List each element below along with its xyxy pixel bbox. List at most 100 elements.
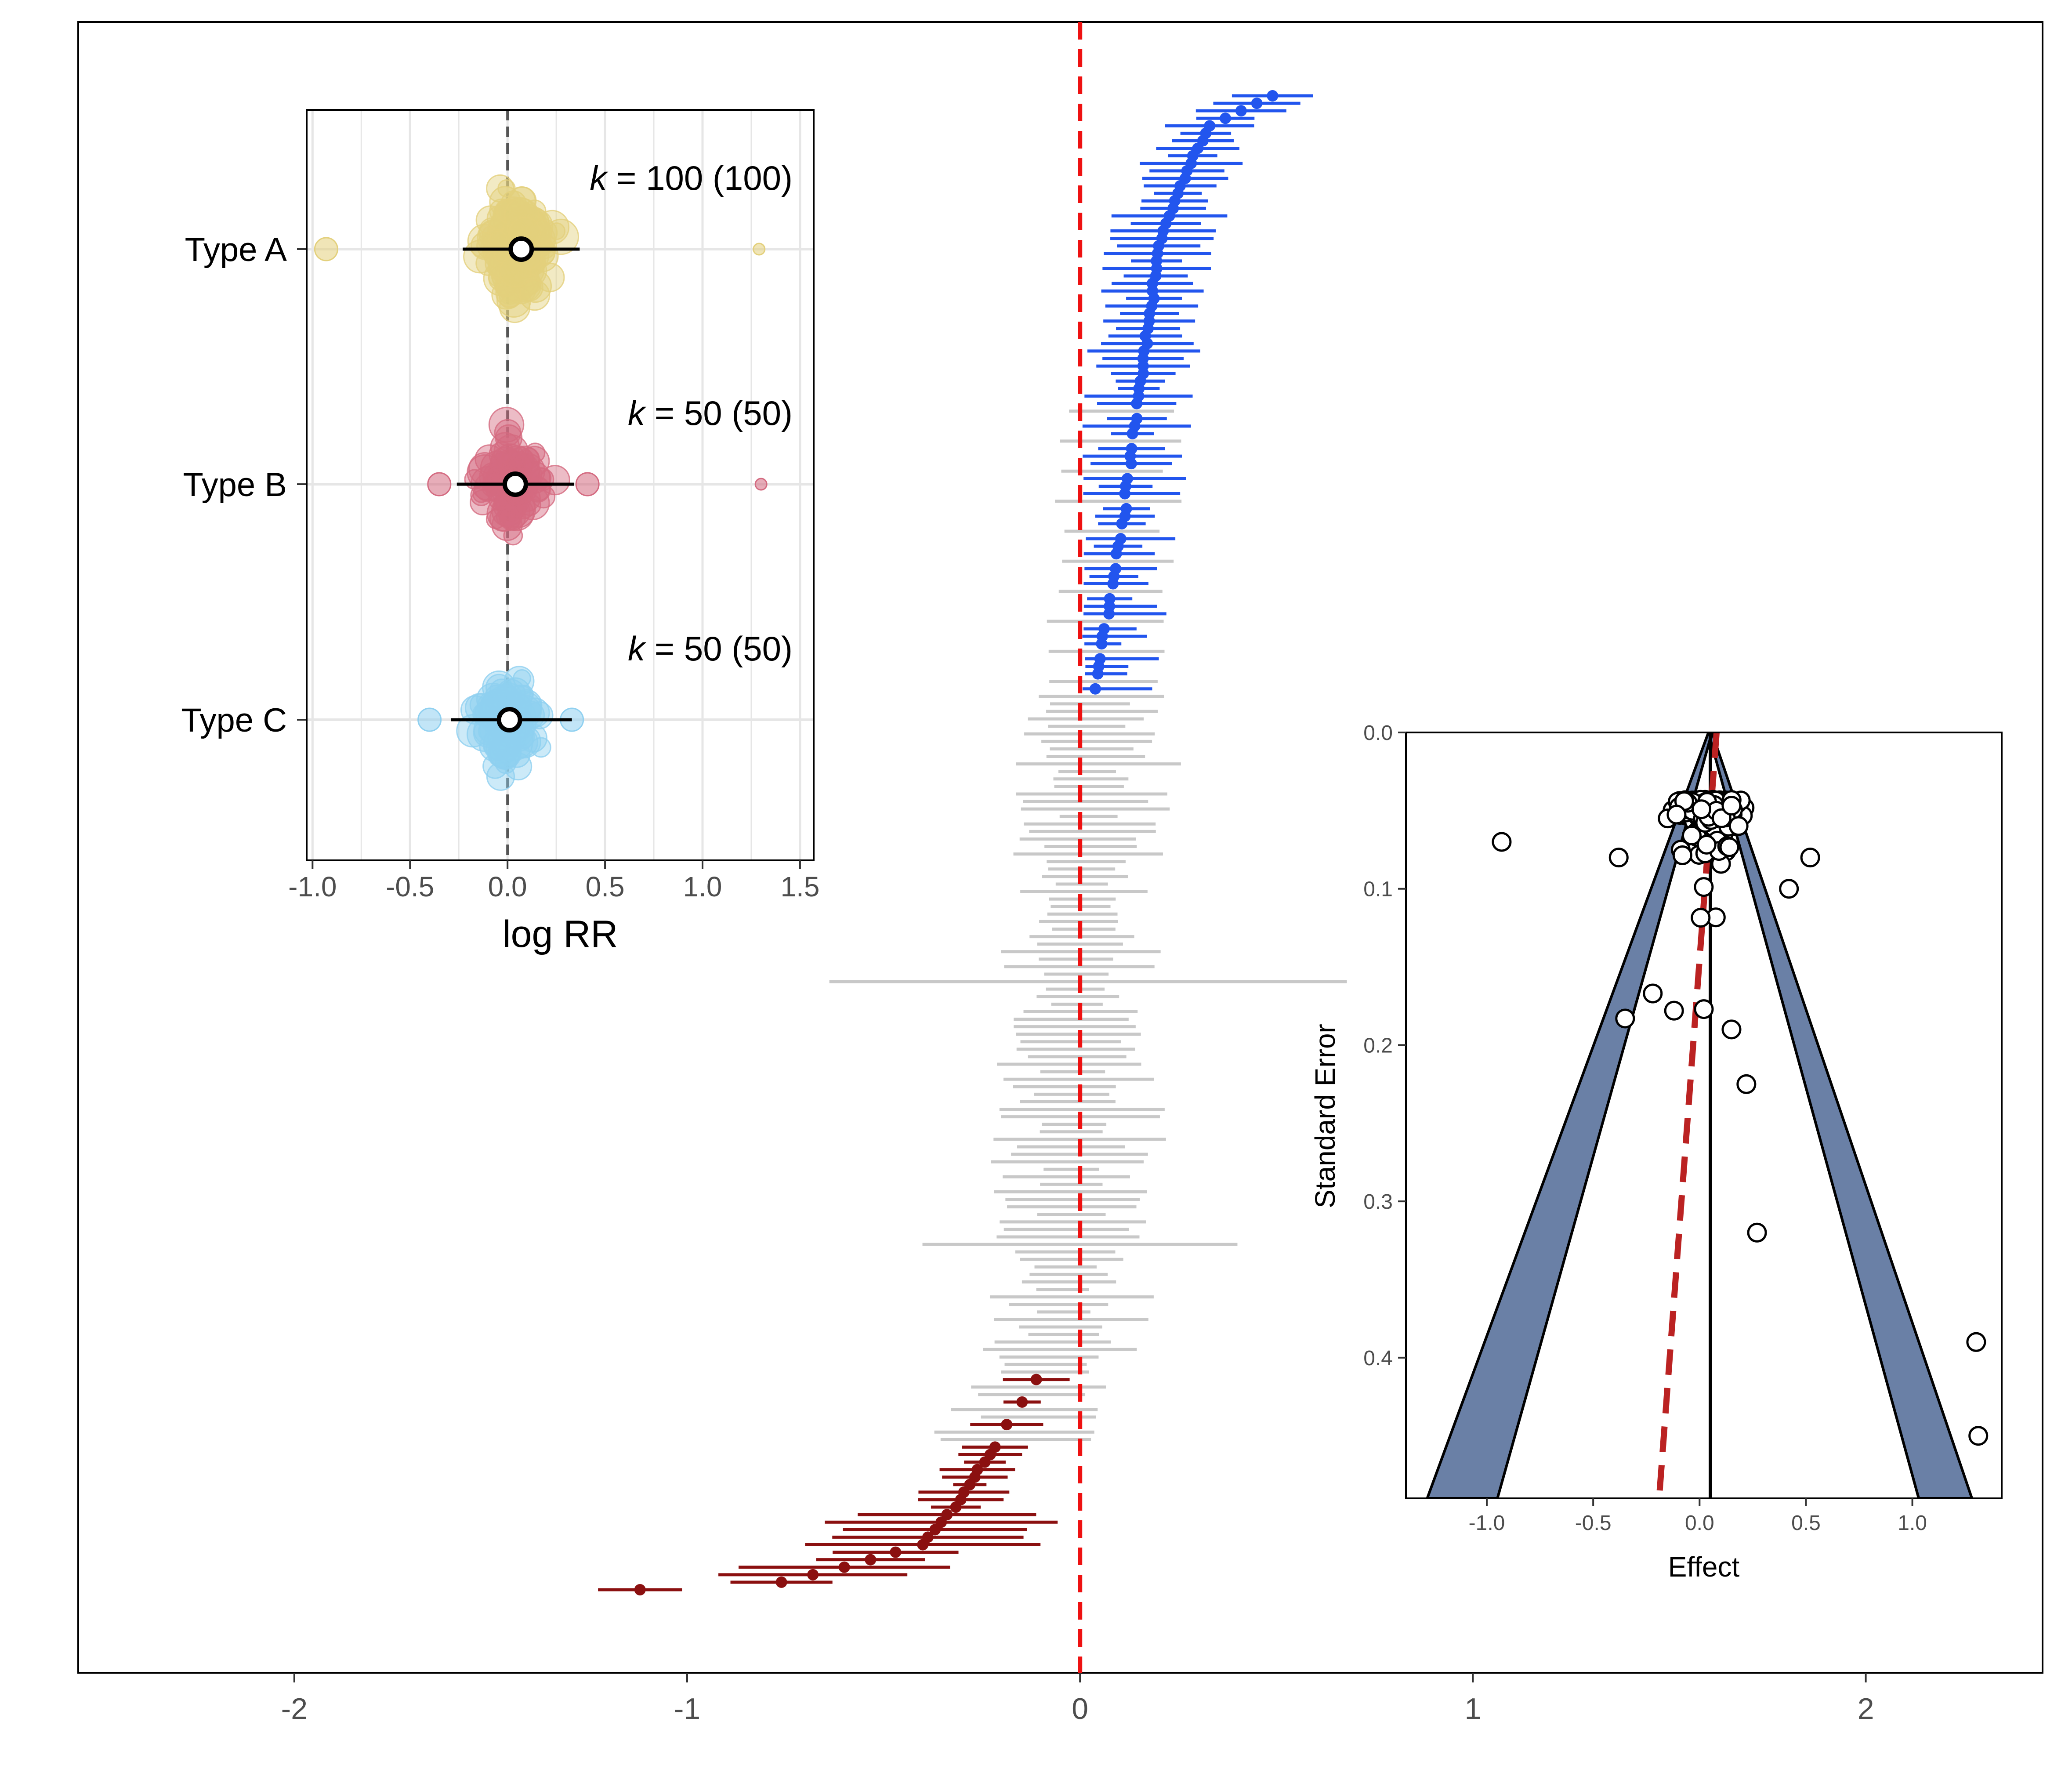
inset-pooled-estimate — [502, 471, 528, 497]
inset-study-point — [548, 222, 566, 240]
funnel-study-point — [1966, 1332, 1986, 1352]
funnel-study-point — [1608, 848, 1629, 868]
inset-group-label: Type A — [185, 231, 287, 268]
funnel-study-point — [1728, 816, 1749, 836]
funnel-study-point — [1721, 1019, 1742, 1040]
study-point-49 — [1125, 458, 1137, 470]
study-point-195 — [865, 1554, 877, 1566]
study-point-77 — [1092, 668, 1104, 680]
funnel-study-point — [1691, 908, 1711, 928]
funnel-y-tick-label: 0.4 — [1363, 1347, 1393, 1370]
study-point-3 — [1220, 112, 1232, 124]
funnel-y-axis: 0.0 0.1 0.2 0.3 0.4 — [1363, 721, 1406, 1370]
inset-study-point — [489, 230, 507, 249]
funnel-study-point — [1694, 999, 1714, 1019]
funnel-y-tick-label: 0.3 — [1363, 1190, 1393, 1214]
funnel-x-tick-label: -0.5 — [1575, 1512, 1612, 1535]
study-point-73 — [1096, 638, 1108, 650]
inset-group-label: Type C — [181, 702, 287, 739]
study-point-41 — [1131, 398, 1143, 410]
study-point-69 — [1103, 608, 1115, 620]
funnel-study-point — [1664, 1000, 1684, 1021]
inset-k-symbol: k — [628, 629, 647, 668]
inset-group-label: Type B — [183, 466, 287, 504]
study-point-45 — [1127, 428, 1138, 439]
inset-outlier-point — [753, 243, 766, 256]
funnel-study-point — [1666, 805, 1687, 825]
study-point-194 — [890, 1546, 902, 1558]
funnel-y-tick-label: 0.1 — [1363, 878, 1393, 901]
inset-study-point — [499, 504, 526, 531]
inset-outlier-point — [417, 707, 442, 732]
funnel-study-point — [1696, 834, 1717, 855]
funnel-study-point — [1747, 1222, 1767, 1243]
funnel-y-axis-label: Standard Error — [1309, 1024, 1341, 1208]
study-point-53 — [1119, 488, 1131, 500]
inset-k-annotation: k = 50 (50) — [628, 394, 793, 432]
study-point-193 — [917, 1539, 929, 1551]
inset-study-point — [486, 762, 515, 791]
funnel-study-point — [1721, 796, 1742, 816]
inset-group-type-b: Type B k = 50 (50) — [183, 394, 793, 546]
inset-group-type-c: Type C k = 50 (50) — [181, 629, 793, 791]
inset-x-axis: -1.0 -0.5 0.0 0.5 1.0 1.5 — [288, 860, 819, 903]
inset-x-tick-label: -1.0 — [288, 871, 337, 903]
inset-subgroup-plot: Type Ak = 100 (100)Type Bk = 50 (50)Type… — [181, 109, 819, 955]
funnel-study-point — [1719, 837, 1739, 857]
study-point-191 — [929, 1524, 941, 1536]
funnel-y-tick-label: 0.2 — [1363, 1034, 1393, 1057]
study-point-190 — [935, 1516, 947, 1528]
study-point-188 — [950, 1501, 962, 1513]
inset-x-tick-label: 0.5 — [586, 871, 625, 903]
funnel-band-left — [1426, 732, 1713, 1498]
inset-outlier-point — [314, 237, 338, 261]
main-x-tick-label: -2 — [281, 1692, 308, 1726]
inset-funnel-plot: -1.0 -0.5 0.0 0.5 1.0 0.0 0.1 0.2 0.3 0.4 Effect… — [1309, 721, 2003, 1583]
funnel-bands — [1426, 732, 1974, 1498]
main-x-axis: -2 -1 0 1 2 — [281, 1673, 1874, 1726]
inset-study-point — [513, 669, 531, 688]
inset-k-symbol: k — [628, 394, 647, 432]
inset-k-value: = 100 (100) — [607, 159, 793, 197]
study-point-1 — [1251, 98, 1263, 109]
funnel-study-point — [1692, 799, 1712, 819]
inset-study-point — [519, 279, 551, 311]
study-point-197 — [807, 1569, 819, 1580]
inset-outlier-point — [754, 478, 768, 491]
inset-k-value: = 50 (50) — [645, 394, 793, 432]
study-point-57 — [1116, 518, 1128, 529]
inset-group-type-a: Type A k = 100 (100) — [185, 159, 793, 323]
inset-x-tick-label: 1.5 — [780, 871, 819, 903]
inset-study-point — [490, 432, 520, 462]
funnel-study-point — [1672, 845, 1692, 865]
study-point-196 — [838, 1561, 850, 1573]
study-point-79 — [1089, 683, 1101, 695]
study-point-174 — [1016, 1396, 1028, 1408]
funnel-x-tick-label: -1.0 — [1469, 1512, 1505, 1535]
study-point-177 — [1001, 1419, 1013, 1431]
inset-outlier-point — [427, 472, 452, 497]
main-points — [634, 90, 1279, 1595]
study-point-2 — [1235, 105, 1247, 117]
study-point-65 — [1107, 578, 1119, 590]
inset-study-point — [525, 442, 546, 463]
funnel-study-point — [1681, 826, 1702, 846]
funnel-x-axis-label: Effect — [1668, 1551, 1740, 1583]
inset-k-symbol: k — [590, 159, 609, 197]
inset-border — [306, 109, 815, 861]
inset-x-tick-label: 0.0 — [488, 871, 527, 903]
inset-k-value: = 50 (50) — [645, 629, 793, 668]
funnel-study-point — [1736, 1074, 1757, 1094]
inset-k-annotation: k = 100 (100) — [590, 159, 793, 197]
study-point-171 — [1030, 1374, 1042, 1385]
funnel-study-point — [1779, 879, 1799, 899]
funnel-study-point — [1643, 983, 1663, 1004]
inset-x-tick-label: -0.5 — [386, 871, 434, 903]
funnel-study-point — [1694, 877, 1714, 897]
inset-outlier-point — [575, 472, 600, 497]
funnel-y-tick-label: 0.0 — [1363, 721, 1393, 745]
funnel-x-tick-label: 0.5 — [1791, 1512, 1821, 1535]
study-point-199 — [634, 1584, 646, 1595]
inset-x-axis-label: log RR — [503, 913, 618, 955]
